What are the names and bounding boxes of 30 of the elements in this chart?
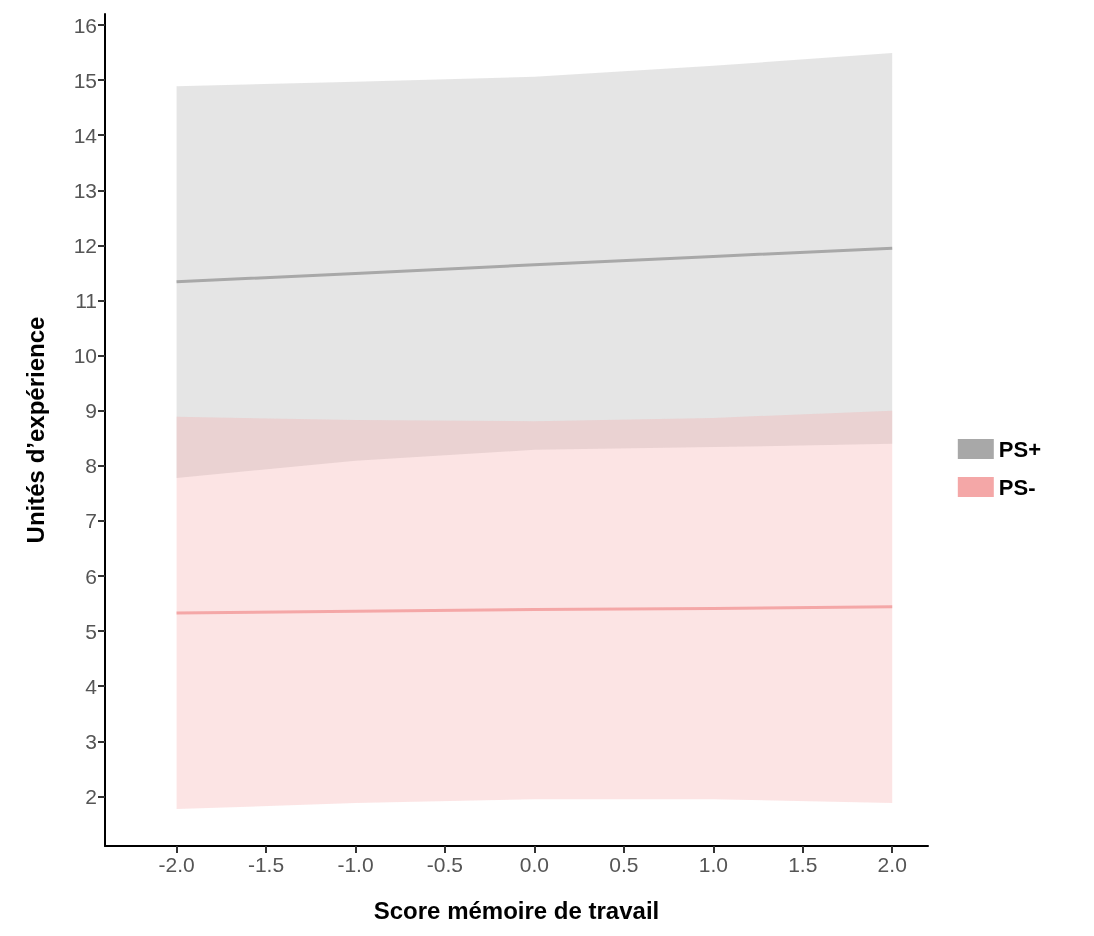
y-tick-label: 6	[85, 564, 97, 588]
line-series	[175, 246, 894, 284]
x-tick-label: 2.0	[877, 853, 907, 876]
x-tick-label: 1.0	[698, 853, 728, 876]
x-tick-label: 1.5	[788, 853, 818, 876]
y-tick-label: 4	[85, 674, 98, 698]
x-tick-label: 0.0	[519, 853, 549, 876]
x-tick-label: -2.0	[158, 853, 195, 876]
x-tick-label: -0.5	[426, 853, 464, 876]
y-tick-label: 13	[73, 178, 97, 202]
y-tick-label: 16	[73, 13, 97, 37]
y-tick-label: 11	[75, 289, 97, 313]
x-tick-label: -1.5	[247, 853, 285, 876]
y-tick-label: 14	[73, 123, 98, 147]
legend-label: PS-	[998, 474, 1036, 500]
y-tick-label: 7	[85, 509, 97, 533]
line-series	[175, 605, 894, 615]
legend-label: PS+	[998, 436, 1042, 462]
y-tick-label: 12	[73, 233, 97, 257]
y-tick-label: 3	[85, 729, 97, 753]
y-tick-label: 2	[85, 784, 97, 808]
y-tick-label: 9	[85, 399, 97, 423]
x-axis-title: Score mémoire de travail	[373, 896, 660, 924]
y-tick-label: 10	[73, 344, 97, 368]
x-tick-label: 0.5	[609, 853, 639, 876]
y-tick-label: 8	[85, 454, 97, 478]
y-tick-label: 5	[85, 619, 97, 643]
x-tick-label: -1.0	[337, 853, 374, 876]
y-tick-label: 15	[73, 68, 97, 92]
y-axis-title: Unités d’expérience	[21, 316, 49, 544]
